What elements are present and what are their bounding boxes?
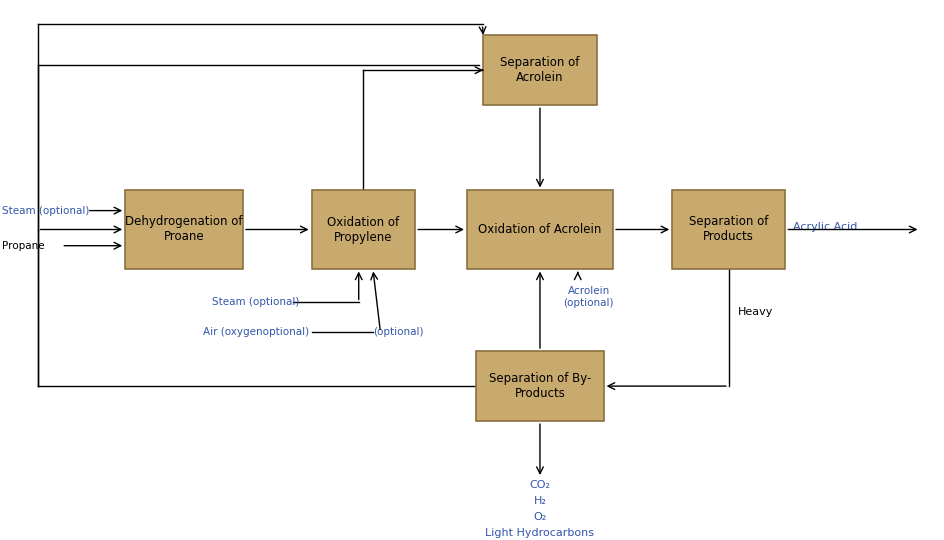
Text: O₂: O₂ (533, 512, 547, 522)
Text: CO₂: CO₂ (530, 480, 550, 490)
Text: Oxidation of
Propylene: Oxidation of Propylene (328, 215, 399, 244)
FancyBboxPatch shape (312, 191, 415, 269)
Text: H₂: H₂ (533, 496, 547, 506)
Text: Acrylic Acid: Acrylic Acid (793, 222, 857, 232)
Text: Steam (optional): Steam (optional) (212, 298, 300, 307)
Text: Separation of
Products: Separation of Products (689, 215, 768, 244)
Text: Separation of
Acrolein: Separation of Acrolein (500, 56, 580, 84)
Text: (optional): (optional) (373, 327, 423, 337)
Text: Propane: Propane (2, 241, 44, 251)
Text: Dehydrogenation of
Proane: Dehydrogenation of Proane (126, 215, 243, 244)
Text: Separation of By-
Products: Separation of By- Products (489, 372, 591, 400)
FancyBboxPatch shape (125, 191, 244, 269)
Text: Heavy: Heavy (738, 307, 773, 317)
FancyBboxPatch shape (483, 35, 597, 105)
FancyBboxPatch shape (672, 191, 785, 269)
FancyBboxPatch shape (476, 351, 604, 421)
Text: Acrolein
(optional): Acrolein (optional) (564, 286, 614, 308)
Text: Air (oxygenoptional): Air (oxygenoptional) (203, 327, 309, 337)
Text: Oxidation of Acrolein: Oxidation of Acrolein (479, 223, 601, 236)
FancyBboxPatch shape (466, 191, 614, 269)
Text: Light Hydrocarbons: Light Hydrocarbons (485, 528, 595, 538)
Text: Steam (optional): Steam (optional) (2, 206, 90, 215)
